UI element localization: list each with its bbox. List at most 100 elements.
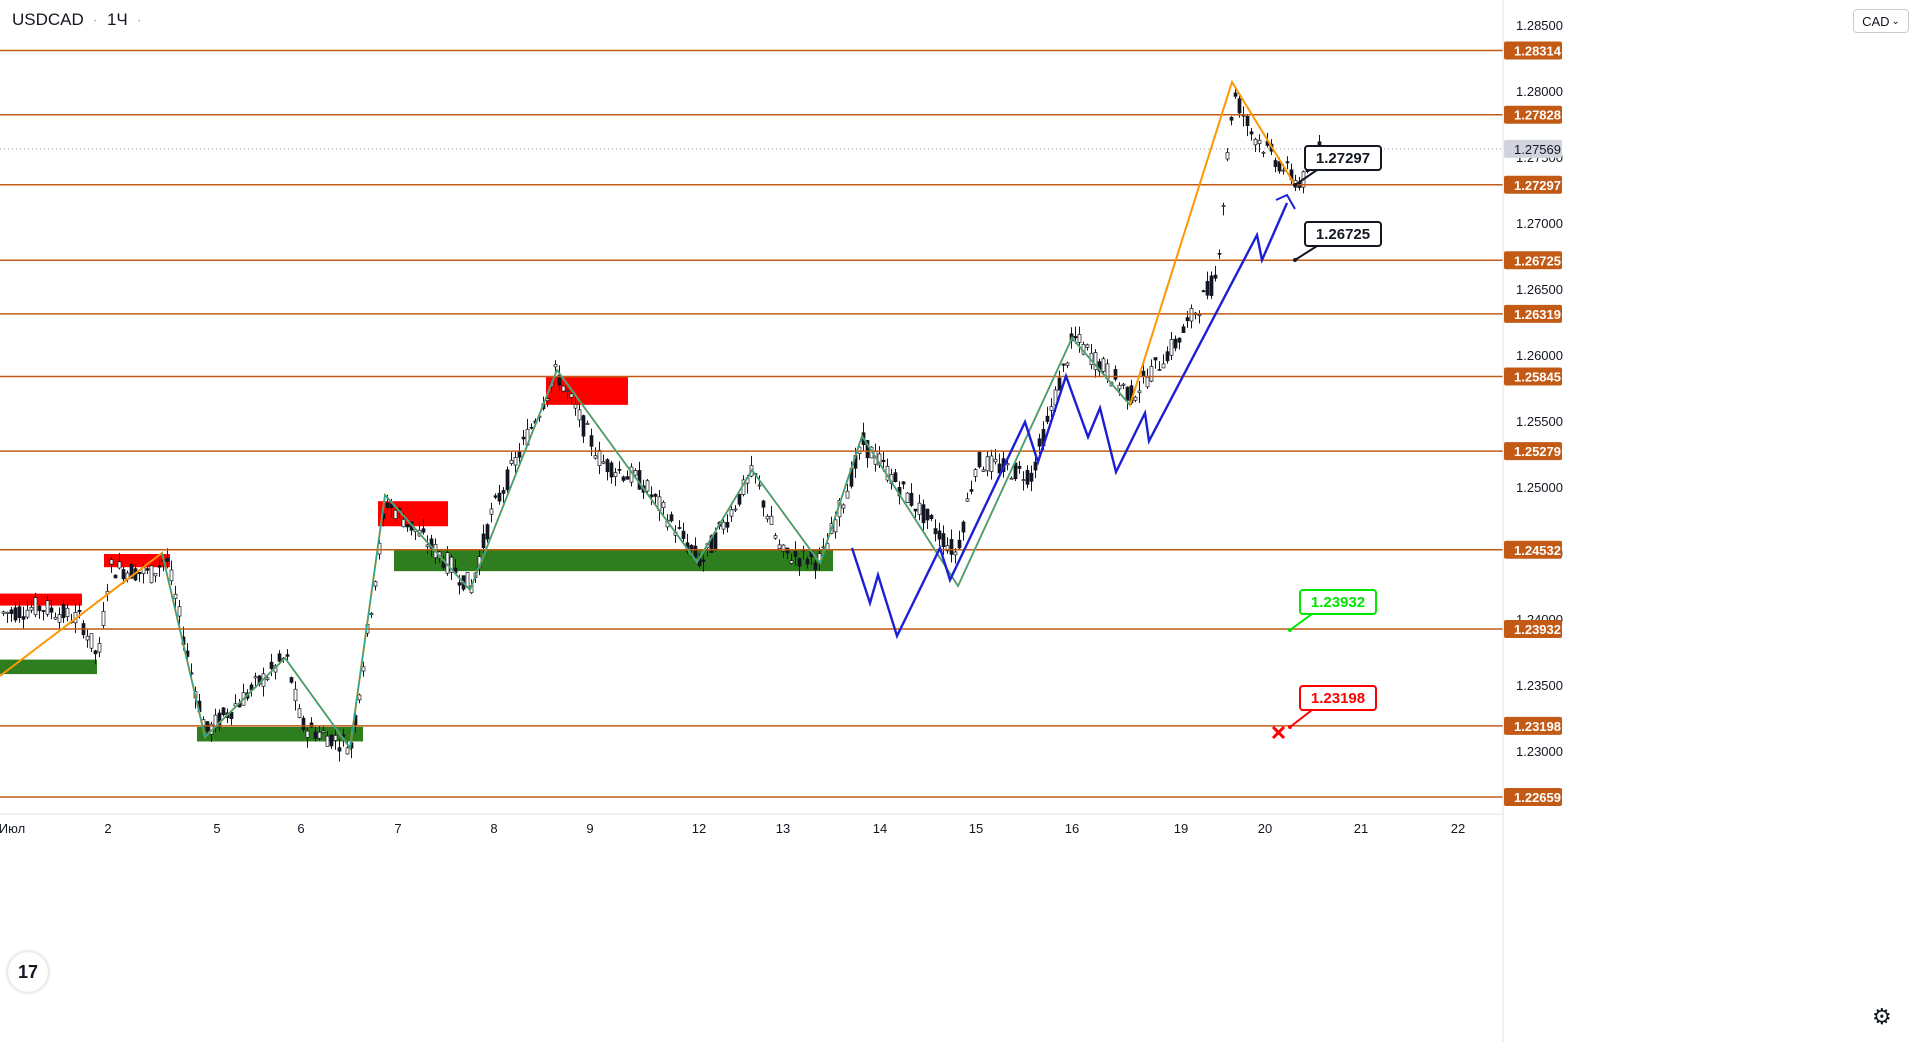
candle-body bbox=[901, 481, 906, 485]
candle-body bbox=[297, 708, 302, 718]
candle-body bbox=[1213, 274, 1218, 279]
currency-button[interactable]: CAD ⌄ bbox=[1853, 9, 1909, 33]
level-price-label: 1.23932 bbox=[1514, 622, 1561, 637]
candle-body bbox=[941, 533, 946, 548]
level-price-label: 1.27297 bbox=[1514, 178, 1561, 193]
candle-body bbox=[669, 514, 674, 522]
candle-body bbox=[637, 470, 642, 490]
candle-body bbox=[169, 569, 174, 582]
candle-body bbox=[61, 604, 66, 619]
time-tick-label: 15 bbox=[969, 821, 983, 836]
candle-body bbox=[517, 451, 522, 458]
candle-body bbox=[1209, 275, 1214, 296]
demand-zone bbox=[197, 726, 363, 742]
candle-body bbox=[589, 435, 594, 447]
symbol-label[interactable]: USDCAD bbox=[12, 10, 84, 29]
candle-body bbox=[277, 653, 282, 662]
candle-body bbox=[625, 476, 630, 480]
level-price-label: 1.25845 bbox=[1514, 369, 1561, 384]
candle-body bbox=[53, 616, 58, 620]
candle-body bbox=[393, 510, 398, 519]
candle-body bbox=[721, 521, 726, 530]
candle-body bbox=[777, 544, 782, 549]
candle-body bbox=[677, 527, 682, 529]
candle-body bbox=[1229, 116, 1234, 121]
callout-anchor-dot bbox=[1293, 258, 1297, 262]
candle-body bbox=[157, 565, 162, 568]
candle-body bbox=[457, 582, 462, 586]
candle-body bbox=[1233, 92, 1238, 97]
candle-body bbox=[601, 461, 606, 464]
candle-body bbox=[1161, 363, 1166, 369]
candle-body bbox=[505, 469, 510, 491]
candle-body bbox=[1221, 205, 1226, 207]
candle-body bbox=[401, 518, 406, 528]
time-tick-label: 16 bbox=[1065, 821, 1079, 836]
candle-body bbox=[45, 600, 50, 615]
candle-body bbox=[1173, 338, 1178, 349]
level-price-label-bg bbox=[1504, 716, 1562, 735]
price-tick-label: 1.25000 bbox=[1516, 480, 1563, 495]
candle-body bbox=[25, 609, 30, 618]
candle-body bbox=[1009, 477, 1014, 480]
candle-body bbox=[881, 459, 886, 463]
price-tick-label: 1.28000 bbox=[1516, 84, 1563, 99]
header-menu-dot[interactable]: · bbox=[136, 10, 143, 29]
candle-body bbox=[969, 489, 974, 492]
chart-header: USDCAD · 1Ч · bbox=[12, 10, 146, 30]
time-tick-label: 6 bbox=[297, 821, 304, 836]
candle-body bbox=[1045, 415, 1050, 422]
candle-body bbox=[109, 559, 114, 565]
candle-body bbox=[101, 611, 106, 626]
candle-body bbox=[617, 469, 622, 471]
level-price-label: 1.28314 bbox=[1514, 44, 1562, 59]
interval-label[interactable]: 1Ч bbox=[106, 10, 128, 29]
level-price-label-bg bbox=[1504, 105, 1562, 124]
callout-anchor-dot bbox=[1288, 628, 1292, 632]
candle-body bbox=[1101, 358, 1106, 372]
candle-body bbox=[405, 524, 410, 528]
candle-body bbox=[485, 524, 490, 540]
candle-body bbox=[1165, 351, 1170, 362]
candle-body bbox=[1245, 115, 1250, 127]
candle-body bbox=[481, 533, 486, 548]
candle-body bbox=[1033, 461, 1038, 471]
candle-body bbox=[1201, 290, 1206, 293]
candle-body bbox=[1029, 472, 1034, 482]
candle-body bbox=[493, 495, 498, 498]
candle-body bbox=[957, 539, 962, 549]
candle-body bbox=[737, 493, 742, 505]
level-price-label-bg bbox=[1504, 251, 1562, 270]
callout-box bbox=[1299, 589, 1377, 615]
demand-zone bbox=[0, 659, 97, 675]
level-price-label-bg bbox=[1504, 540, 1562, 559]
candle-body bbox=[981, 469, 986, 472]
callout-pointer bbox=[1294, 169, 1318, 186]
settings-glyph: ⚙ bbox=[1872, 1004, 1892, 1029]
candle-body bbox=[973, 469, 978, 477]
candle-body bbox=[77, 609, 82, 613]
candle-body bbox=[833, 519, 838, 533]
callout-anchor-dot bbox=[1288, 725, 1292, 729]
price-tick-label: 1.26000 bbox=[1516, 348, 1563, 363]
candle-body bbox=[269, 661, 274, 669]
candle-body bbox=[1205, 281, 1210, 296]
candle-body bbox=[1025, 470, 1030, 485]
candle-body bbox=[1189, 308, 1194, 322]
candle-body bbox=[313, 731, 318, 739]
time-tick-label: Июл bbox=[0, 821, 25, 836]
candle-body bbox=[1137, 390, 1142, 394]
plot-area bbox=[0, 0, 1503, 814]
tradingview-logo-icon[interactable]: 17 bbox=[8, 952, 48, 992]
candle-body bbox=[905, 492, 910, 503]
price-tick-label: 1.26500 bbox=[1516, 282, 1563, 297]
gear-icon[interactable]: ⚙ bbox=[1872, 1004, 1892, 1030]
callout-label: 1.23198 bbox=[1311, 690, 1365, 707]
callout-box bbox=[1304, 145, 1382, 171]
candle-body bbox=[149, 565, 154, 584]
candle-body bbox=[1141, 370, 1146, 377]
candle-body bbox=[585, 423, 590, 425]
callout-box bbox=[1299, 685, 1377, 711]
